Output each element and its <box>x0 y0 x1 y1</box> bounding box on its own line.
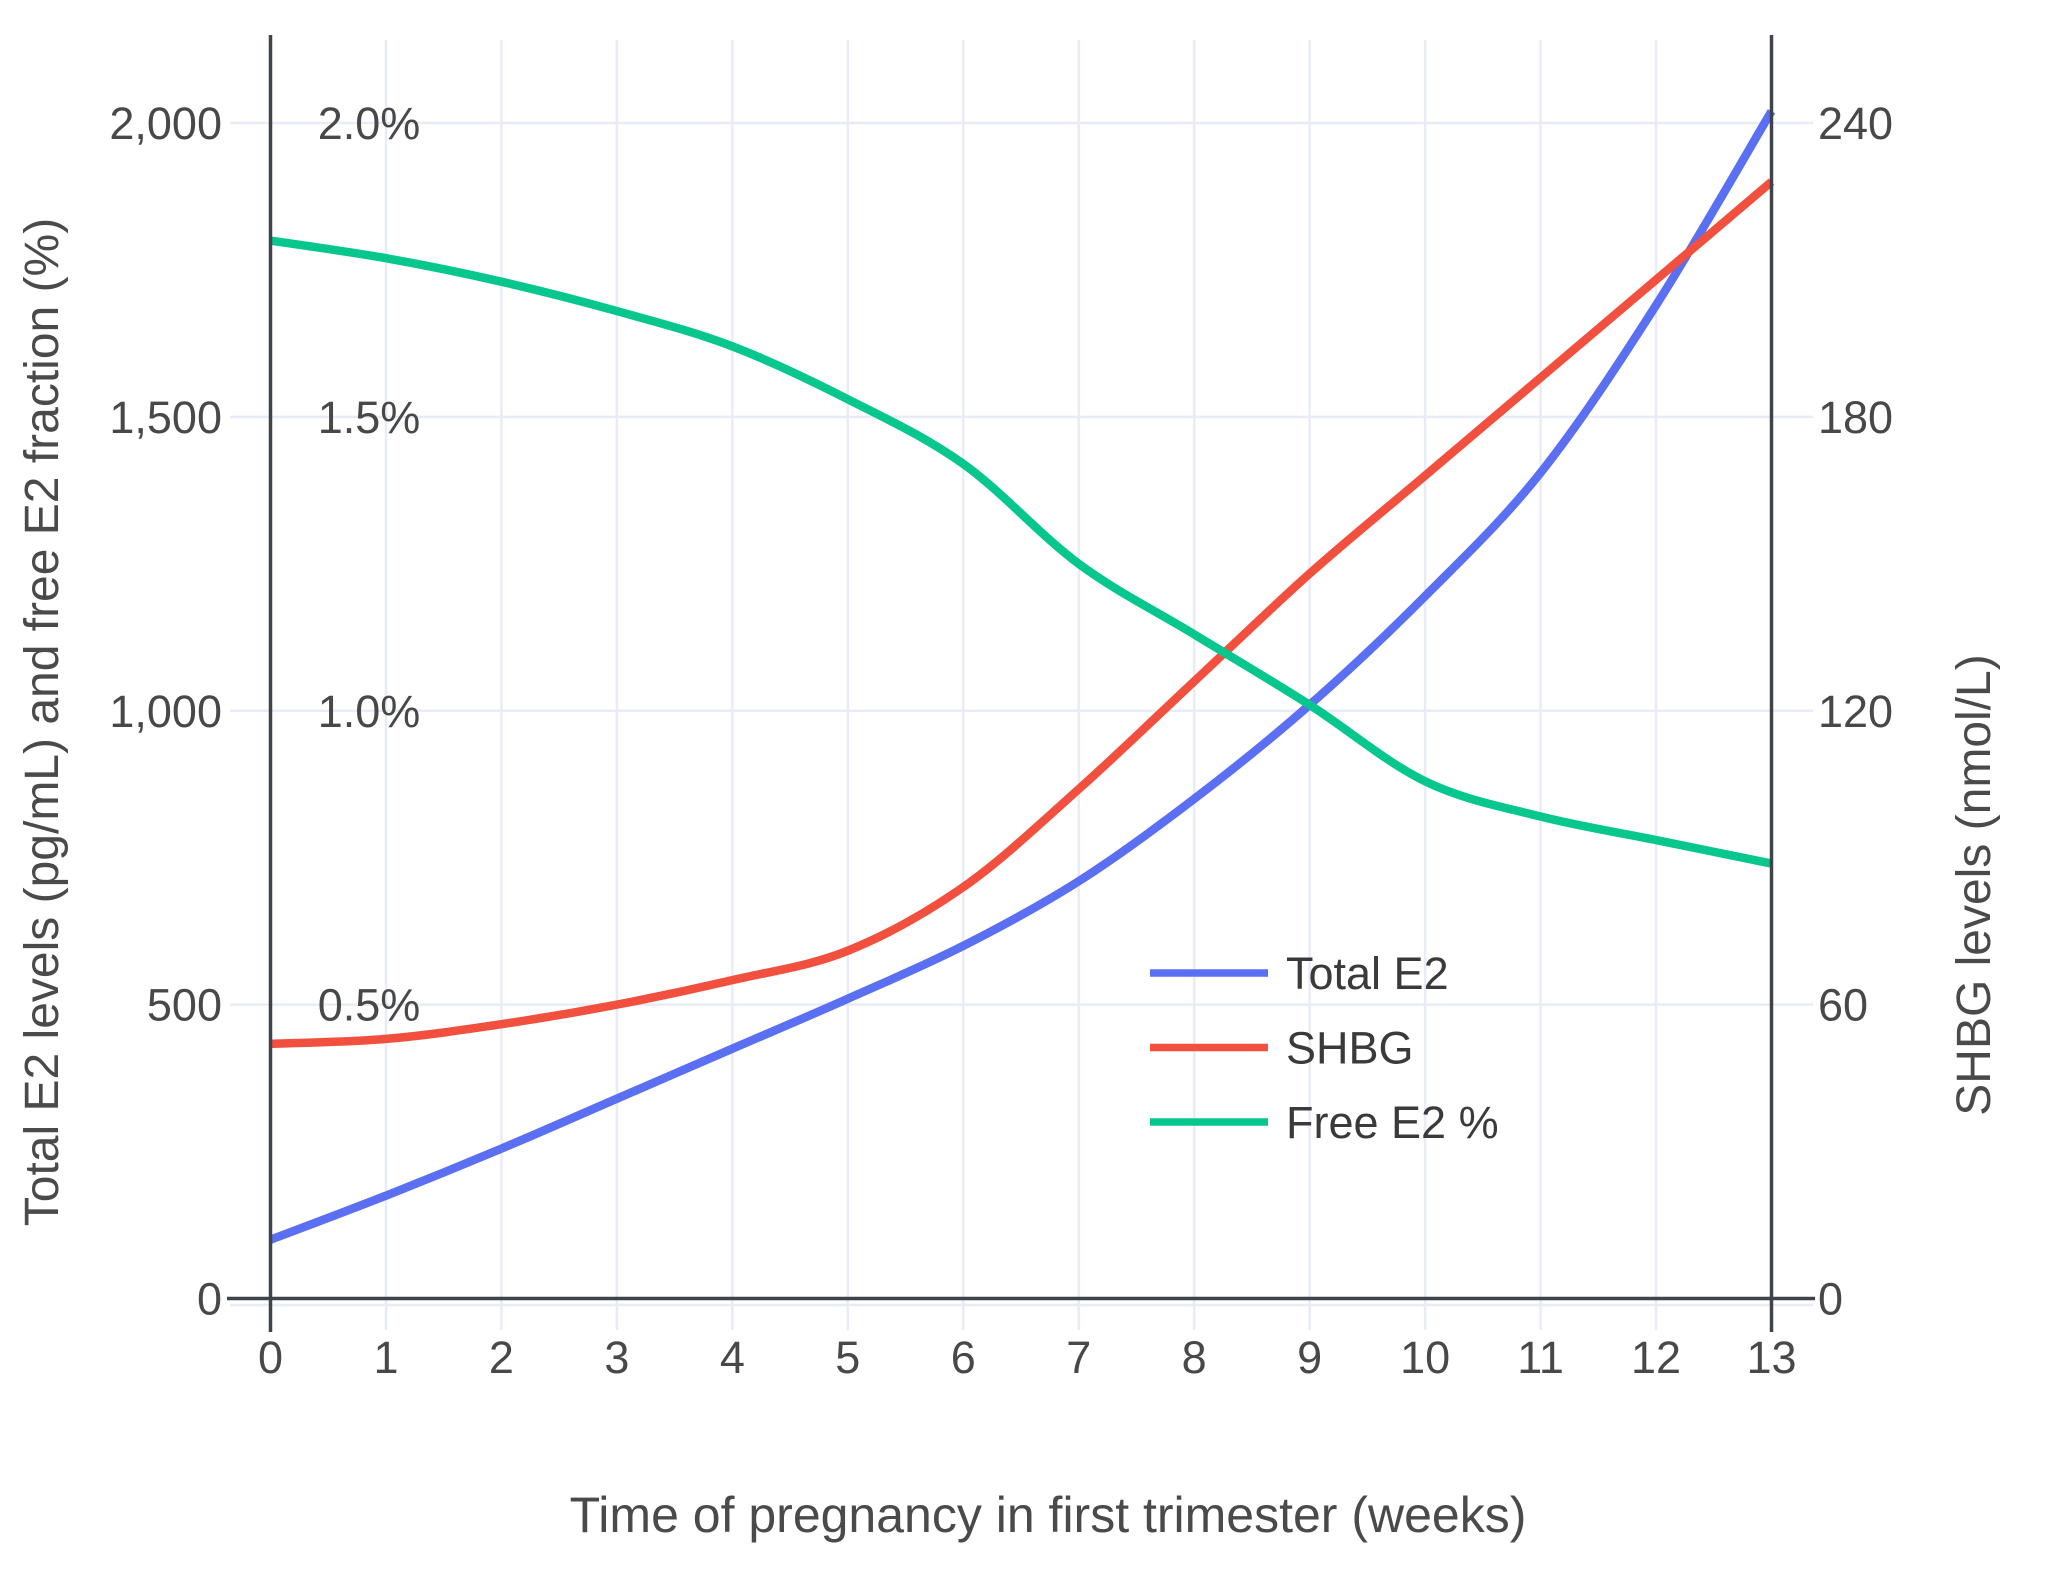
right-axis-tick-label: 60 <box>1818 980 1868 1031</box>
x-axis-tick-label: 7 <box>1066 1332 1091 1383</box>
x-axis-tick-label: 13 <box>1746 1332 1796 1383</box>
tick-labels: 05001,0001,5002,0000.5%1.0%1.5%2.0%06012… <box>109 98 1893 1383</box>
right-axis-title: SHBG levels (nmol/L) <box>1948 654 2001 1115</box>
legend-item-free-e2-[interactable]: Free E2 % <box>1150 1097 1499 1148</box>
free-e2--line <box>269 236 1773 868</box>
x-axis-tick-label: 5 <box>835 1332 860 1383</box>
axis-lines <box>227 35 1815 1332</box>
left-axis-title: Total E2 levels (pg/mL) and free E2 frac… <box>16 218 69 1226</box>
x-axis-tick-label: 1 <box>373 1332 398 1383</box>
x-axis-tick-label: 8 <box>1182 1332 1207 1383</box>
legend: Total E2 SHBG Free E2 % <box>1150 948 1499 1148</box>
left-axis-tick-label: 1,500 <box>109 392 222 443</box>
left-axis-tick-label: 500 <box>147 980 222 1031</box>
x-axis-tick-label: 12 <box>1631 1332 1681 1383</box>
legend-label-total-e2: Total E2 <box>1286 948 1449 999</box>
x-axis-tick-label: 2 <box>489 1332 514 1383</box>
right-axis-tick-label: 0 <box>1818 1274 1843 1325</box>
left-axis-tick-label: 0 <box>197 1274 222 1325</box>
legend-label-free-e2-: Free E2 % <box>1286 1097 1499 1148</box>
gridlines <box>230 40 1813 1330</box>
total-e2-line <box>268 109 1776 1244</box>
percent-tick-label: 2.0% <box>318 98 421 149</box>
legend-label-shbg: SHBG <box>1286 1023 1414 1074</box>
left-axis-tick-label: 2,000 <box>109 98 222 149</box>
x-axis-tick-label: 4 <box>720 1332 745 1383</box>
x-axis-tick-label: 3 <box>604 1332 629 1383</box>
axis-titles: Time of pregnancy in first trimester (we… <box>16 218 2001 1543</box>
right-axis-tick-label: 240 <box>1818 98 1893 149</box>
legend-item-shbg[interactable]: SHBG <box>1150 1023 1414 1074</box>
right-axis-tick-label: 180 <box>1818 392 1893 443</box>
series-lines <box>268 109 1776 1244</box>
x-axis-tick-label: 6 <box>951 1332 976 1383</box>
x-axis-title: Time of pregnancy in first trimester (we… <box>570 1487 1527 1543</box>
percent-tick-label: 1.0% <box>318 686 421 737</box>
x-axis-tick-label: 9 <box>1297 1332 1322 1383</box>
left-axis-tick-label: 1,000 <box>109 686 222 737</box>
x-axis-tick-label: 0 <box>258 1332 283 1383</box>
percent-tick-label: 1.5% <box>318 392 421 443</box>
legend-item-total-e2[interactable]: Total E2 <box>1150 948 1449 999</box>
right-axis-tick-label: 120 <box>1818 686 1893 737</box>
percent-tick-label: 0.5% <box>318 980 421 1031</box>
x-axis-tick-label: 10 <box>1400 1332 1450 1383</box>
x-axis-tick-label: 11 <box>1517 1332 1564 1383</box>
shbg-line <box>270 178 1775 1049</box>
